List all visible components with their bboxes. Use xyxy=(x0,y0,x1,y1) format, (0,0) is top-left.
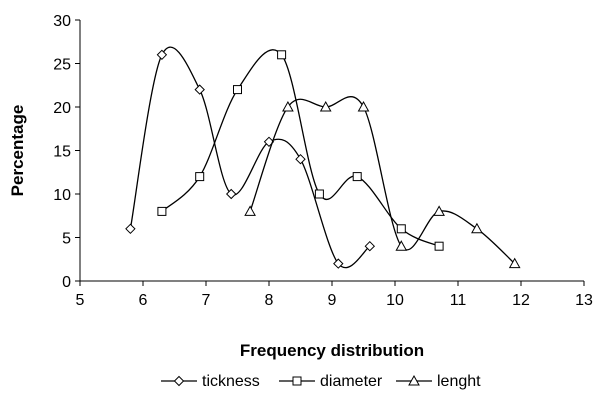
data-point-diameter xyxy=(233,85,242,95)
x-tick-label: 7 xyxy=(202,292,211,309)
legend-marker-lenght xyxy=(408,374,420,386)
series-line-lenght xyxy=(249,96,516,265)
x-tick-label: 10 xyxy=(386,292,404,309)
series-layer xyxy=(125,46,521,269)
data-point-lenght xyxy=(471,222,483,234)
data-point-diameter xyxy=(157,206,167,216)
data-point-tickness xyxy=(156,49,168,61)
x-tick-label: 5 xyxy=(76,292,85,309)
x-tick-label: 13 xyxy=(575,292,593,309)
series-diameter xyxy=(157,49,444,251)
legend-item-diameter: diameter xyxy=(279,373,383,390)
series-tickness xyxy=(125,46,376,269)
data-point-diameter xyxy=(396,224,406,234)
data-point-tickness xyxy=(194,84,205,95)
data-point-tickness xyxy=(125,223,136,235)
y-tick-label: 10 xyxy=(53,187,71,204)
data-point-tickness xyxy=(333,258,344,269)
x-tick-label: 8 xyxy=(265,292,274,309)
data-point-diameter xyxy=(352,172,362,182)
y-axis-title: Percentage xyxy=(8,105,27,197)
data-point-lenght xyxy=(433,205,445,216)
data-point-lenght xyxy=(395,240,408,251)
legend-marker-tickness xyxy=(173,375,185,387)
legend-label-tickness: tickness xyxy=(202,373,260,390)
legend-label-lenght: lenght xyxy=(437,373,481,390)
legend-marker-diameter xyxy=(292,376,302,386)
x-tick-label: 11 xyxy=(450,292,467,309)
data-point-lenght xyxy=(244,205,256,216)
series-lenght xyxy=(244,96,521,269)
data-point-tickness xyxy=(364,240,376,252)
x-axis-title: Frequency distribution xyxy=(240,341,424,360)
y-tick-label: 20 xyxy=(53,100,71,117)
x-tick-label: 6 xyxy=(139,292,148,309)
legend-item-tickness: tickness xyxy=(161,373,260,390)
data-point-diameter xyxy=(314,189,324,199)
y-tick-label: 0 xyxy=(62,274,71,291)
legend: tickness diameter lenght xyxy=(161,373,481,390)
x-tick-label: 12 xyxy=(512,292,530,309)
x-axis-ticks: 5 6 7 8 9 10 11 12 13 xyxy=(76,281,593,309)
data-point-lenght xyxy=(319,100,332,112)
legend-label-diameter: diameter xyxy=(320,373,383,390)
data-point-diameter xyxy=(195,172,205,182)
y-tick-label: 30 xyxy=(53,13,71,30)
series-line-tickness xyxy=(129,46,371,269)
data-point-lenght xyxy=(508,257,521,269)
x-tick-label: 9 xyxy=(328,292,337,309)
data-point-lenght xyxy=(282,100,294,112)
data-point-lenght xyxy=(357,100,370,112)
axes xyxy=(79,20,584,282)
y-tick-label: 15 xyxy=(53,144,71,161)
data-point-tickness xyxy=(295,153,306,165)
legend-item-lenght: lenght xyxy=(396,373,481,390)
data-point-tickness xyxy=(225,188,237,200)
y-tick-label: 25 xyxy=(53,57,71,74)
y-axis-ticks: 0 5 10 15 20 25 30 xyxy=(53,13,80,291)
series-line-diameter xyxy=(161,49,440,247)
data-point-diameter xyxy=(277,50,287,60)
y-tick-label: 5 xyxy=(62,231,71,248)
data-point-diameter xyxy=(434,241,444,251)
